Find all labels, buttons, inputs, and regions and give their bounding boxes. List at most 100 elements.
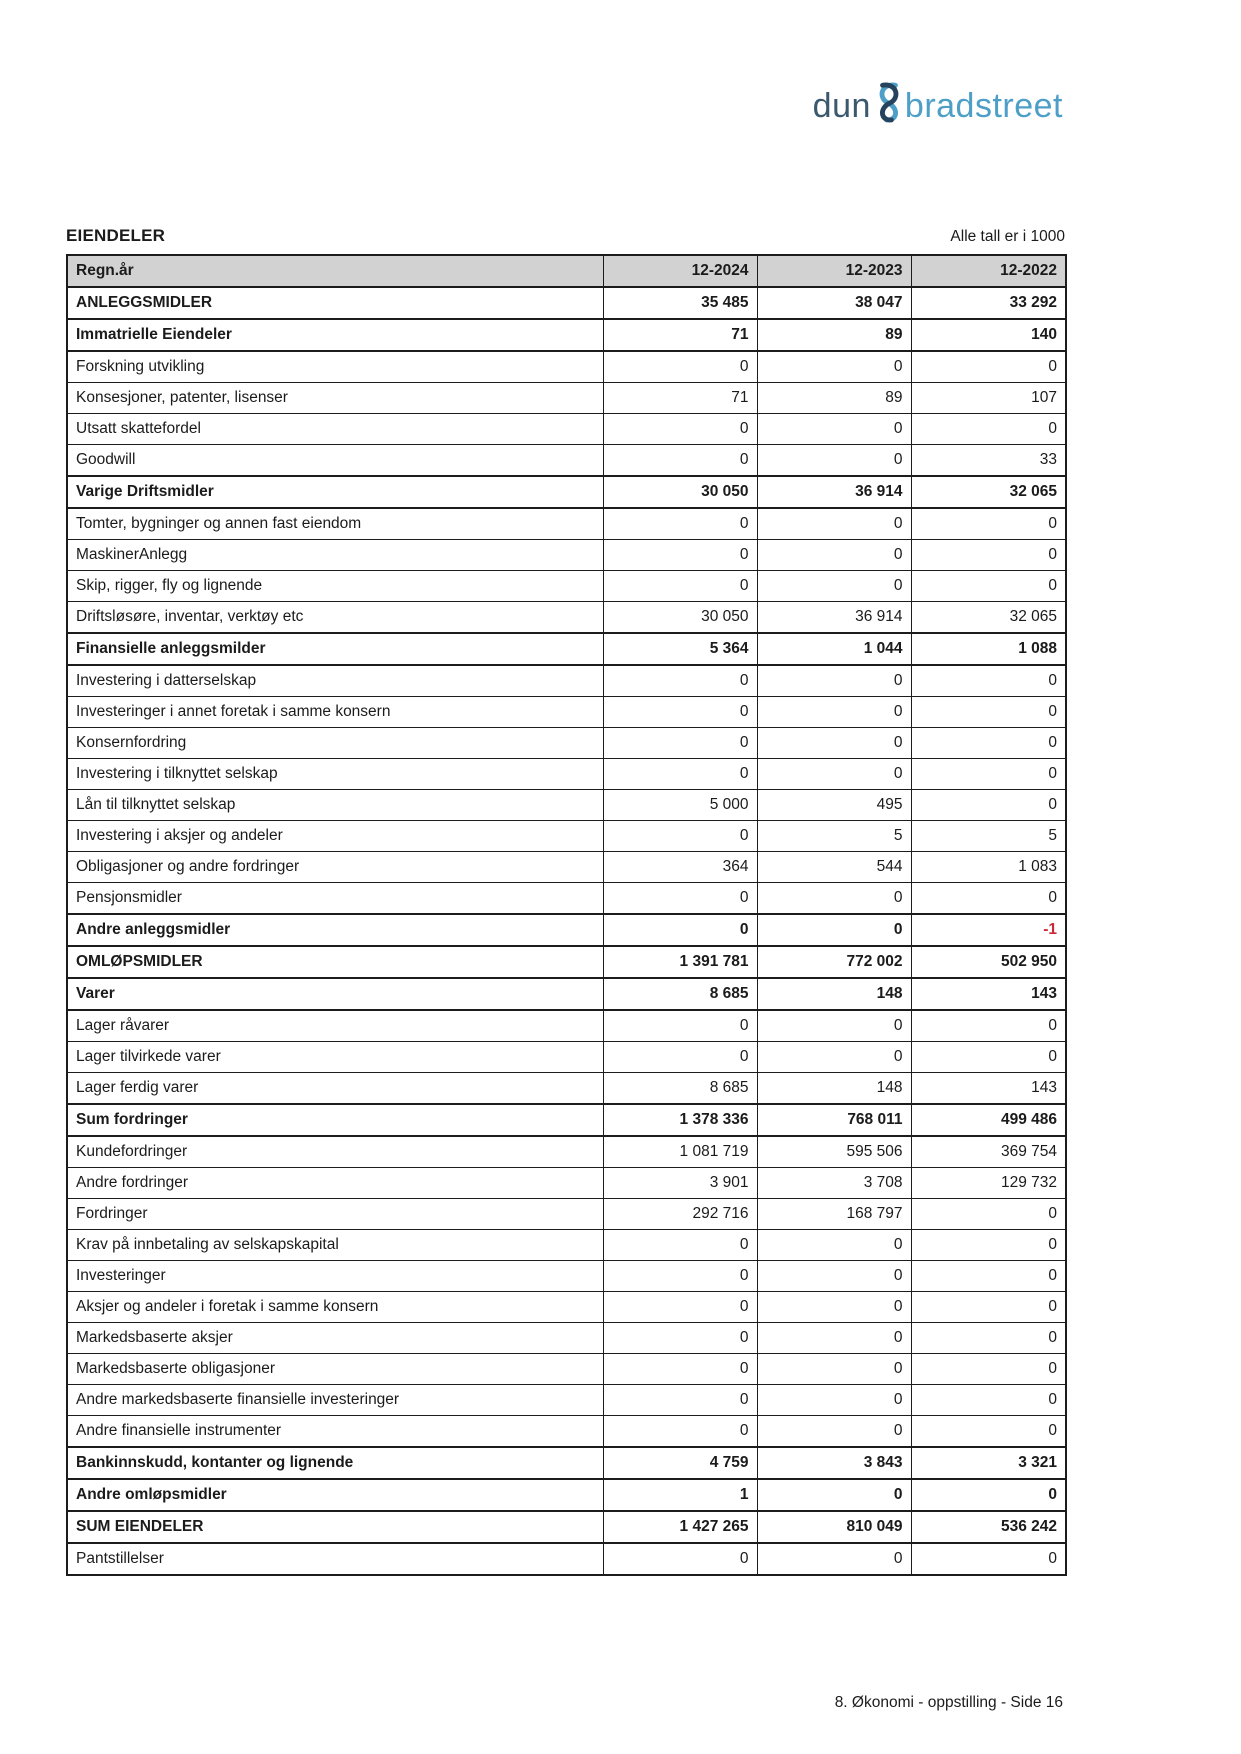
cell-value: 0 [602,696,758,728]
table-row: Goodwill 0 0 33 [66,444,1067,477]
cell-value: 1 083 [910,851,1067,883]
cell-value: 36 914 [756,601,912,634]
table-row: Utsatt skattefordel 0 0 0 [66,413,1067,445]
cell-value: 3 843 [756,1446,912,1480]
row-label: OMLØPSMIDLER [66,945,604,979]
cell-value: 0 [756,413,912,445]
row-label: Andre finansielle instrumenter [66,1415,604,1448]
cell-value: 3 708 [756,1167,912,1199]
cell-value: 0 [756,1415,912,1448]
row-label: Lån til tilknyttet selskap [66,789,604,821]
cell-value: 32 065 [910,601,1067,634]
cell-value: 32 065 [910,475,1067,509]
table-row: Lager tilvirkede varer 0 0 0 [66,1041,1067,1073]
cell-value: 0 [756,1041,912,1073]
cell-value: 0 [756,696,912,728]
cell-value: 0 [756,1322,912,1354]
table-row: Investeringer i annet foretak i samme ko… [66,696,1067,728]
table-row: Forskning utvikling 0 0 0 [66,350,1067,383]
table-row: Skip, rigger, fly og lignende 0 0 0 [66,570,1067,602]
row-label: Investering i aksjer og andeler [66,820,604,852]
logo-text-dun: dun [812,87,871,125]
cell-value: 502 950 [910,945,1067,979]
cell-value: 0 [910,539,1067,571]
column-header-2023: 12-2023 [756,254,912,288]
row-label: Kundefordringer [66,1135,604,1168]
row-label: Tomter, bygninger og annen fast eiendom [66,507,604,540]
cell-value: 0 [910,1260,1067,1292]
table-row: SUM EIENDELER 1 427 265 810 049 536 242 [66,1510,1067,1544]
cell-value: 0 [602,1041,758,1073]
row-label: Utsatt skattefordel [66,413,604,445]
row-label: Markedsbaserte obligasjoner [66,1353,604,1385]
cell-value: 0 [756,570,912,602]
table-row: Investering i aksjer og andeler 0 5 5 [66,820,1067,852]
row-label: Goodwill [66,444,604,477]
cell-value: 0 [602,882,758,915]
cell-value: 0 [756,758,912,790]
cell-value: 0 [910,1198,1067,1230]
cell-value: 0 [910,1322,1067,1354]
cell-value: 3 901 [602,1167,758,1199]
cell-value: 0 [602,1322,758,1354]
row-label: Investering i datterselskap [66,664,604,697]
cell-value: 0 [602,413,758,445]
cell-value: 0 [910,1009,1067,1042]
table-row: Konsernfordring 0 0 0 [66,727,1067,759]
cell-value: 0 [756,882,912,915]
cell-value: 595 506 [756,1135,912,1168]
cell-value: 35 485 [602,286,758,320]
cell-value: 768 011 [756,1103,912,1137]
table-row: Investering i datterselskap 0 0 0 [66,664,1067,697]
row-label: Varige Driftsmidler [66,475,604,509]
row-label: Finansielle anleggsmilder [66,632,604,666]
cell-value: 0 [756,1291,912,1323]
cell-value: 1 088 [910,632,1067,666]
cell-value: 89 [756,382,912,414]
cell-value: 0 [756,1009,912,1042]
table-row: Kundefordringer 1 081 719 595 506 369 754 [66,1135,1067,1168]
cell-value: 0 [602,913,758,947]
cell-value: 0 [910,664,1067,697]
cell-value: 772 002 [756,945,912,979]
row-label: Immatrielle Eiendeler [66,318,604,352]
cell-value: 1 [602,1478,758,1512]
table-row: Krav på innbetaling av selskapskapital 0 0… [66,1229,1067,1261]
cell-value: 0 [910,696,1067,728]
cell-value: 0 [756,1353,912,1385]
table-row: Andre anleggsmidler 0 0 -1 [66,913,1067,947]
table-row: ANLEGGSMIDLER 35 485 38 047 33 292 [66,286,1067,320]
cell-value: 89 [756,318,912,352]
row-label: Konsesjoner, patenter, lisenser [66,382,604,414]
table-row: Immatrielle Eiendeler 71 89 140 [66,318,1067,352]
logo-text-bradstreet: bradstreet [904,87,1063,125]
cell-value: 38 047 [756,286,912,320]
row-label: Varer [66,977,604,1011]
cell-value: 810 049 [756,1510,912,1544]
table-row: OMLØPSMIDLER 1 391 781 772 002 502 950 [66,945,1067,979]
cell-value: 0 [602,1291,758,1323]
table-row: Tomter, bygninger og annen fast eiendom 0… [66,507,1067,540]
table-row: Varer 8 685 148 143 [66,977,1067,1011]
cell-value: 0 [756,507,912,540]
cell-value: 0 [602,507,758,540]
table-row: Markedsbaserte obligasjoner 0 0 0 [66,1353,1067,1385]
cell-value: 0 [910,1041,1067,1073]
table-row: Lager råvarer 0 0 0 [66,1009,1067,1042]
table-row: Pantstillelser 0 0 0 [66,1542,1067,1576]
row-label: Sum fordringer [66,1103,604,1137]
cell-value: 33 292 [910,286,1067,320]
logo-ampersand-icon [874,82,904,130]
cell-value: 1 378 336 [602,1103,758,1137]
table-row: Pensjonsmidler 0 0 0 [66,882,1067,915]
financial-table: Regn.år 12-2024 12-2023 12-2022 ANLEGGSM… [66,254,1067,1576]
cell-value: 0 [602,350,758,383]
row-label: Andre markedsbaserte finansielle investe… [66,1384,604,1416]
cell-value: 0 [602,1384,758,1416]
cell-value: 364 [602,851,758,883]
cell-value: 148 [756,1072,912,1105]
cell-value: 0 [602,1229,758,1261]
cell-value: 0 [756,1478,912,1512]
cell-value: 33 [910,444,1067,477]
row-label: Lager råvarer [66,1009,604,1042]
